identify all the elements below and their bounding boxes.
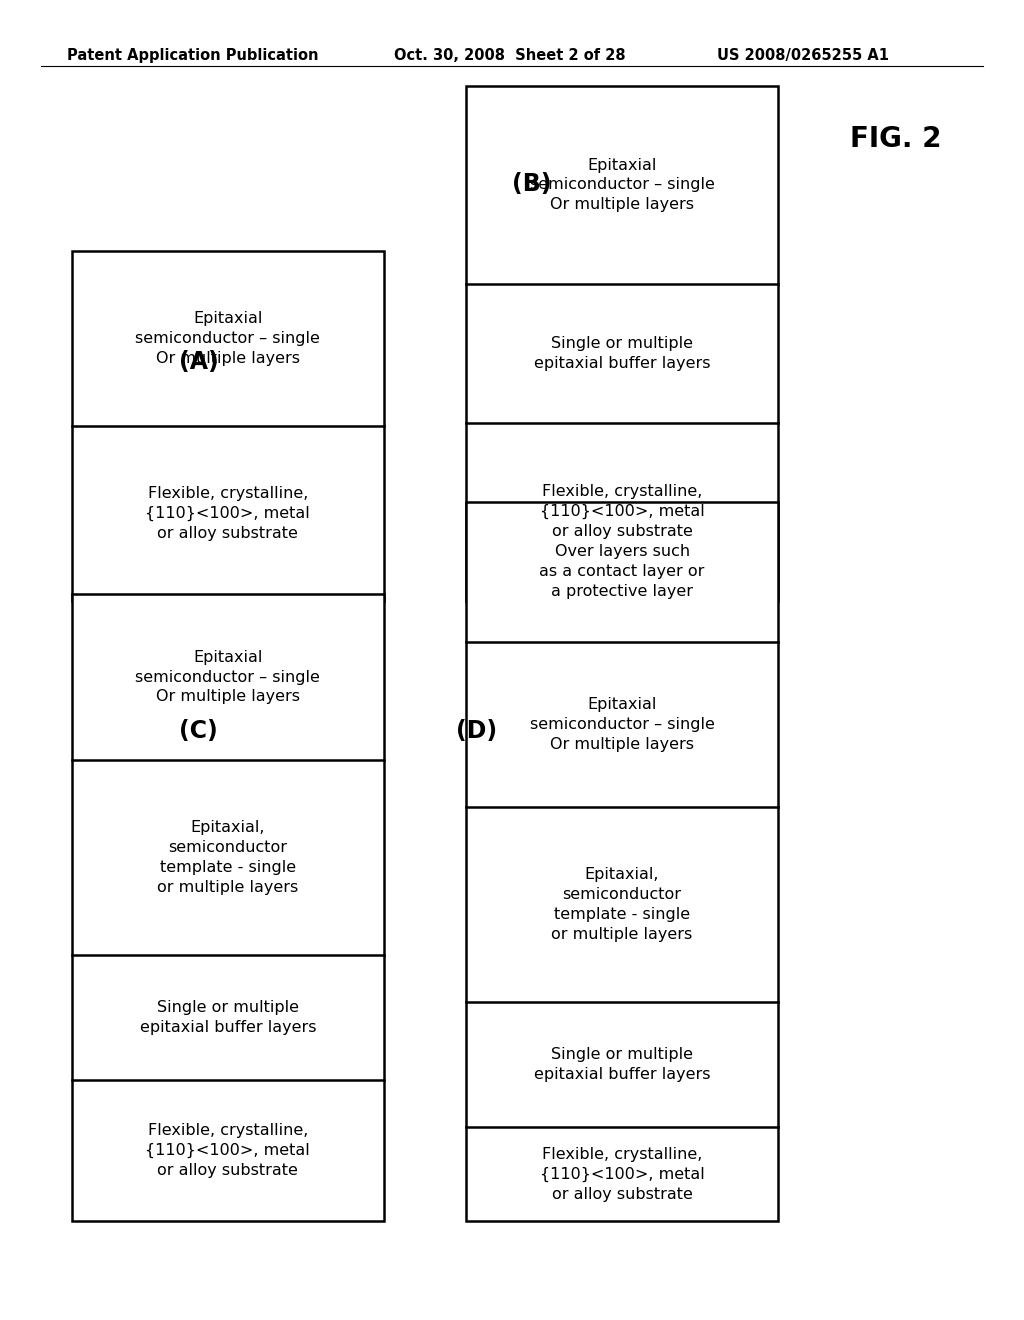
Text: Single or multiple
epitaxial buffer layers: Single or multiple epitaxial buffer laye… bbox=[139, 999, 316, 1035]
Text: Flexible, crystalline,
{110}<100>, metal
or alloy substrate: Flexible, crystalline, {110}<100>, metal… bbox=[145, 486, 310, 541]
Bar bbox=[466, 86, 778, 601]
Text: Flexible, crystalline,
{110}<100>, metal
or alloy substrate: Flexible, crystalline, {110}<100>, metal… bbox=[540, 1147, 705, 1201]
Text: Epitaxial
semiconductor – single
Or multiple layers: Epitaxial semiconductor – single Or mult… bbox=[529, 697, 715, 752]
Bar bbox=[466, 502, 778, 1221]
Text: Epitaxial
semiconductor – single
Or multiple layers: Epitaxial semiconductor – single Or mult… bbox=[529, 157, 715, 213]
Text: Epitaxial,
semiconductor
template - single
or multiple layers: Epitaxial, semiconductor template - sing… bbox=[552, 867, 692, 941]
Text: (A): (A) bbox=[179, 350, 219, 374]
Text: Oct. 30, 2008  Sheet 2 of 28: Oct. 30, 2008 Sheet 2 of 28 bbox=[394, 48, 626, 62]
Text: (D): (D) bbox=[456, 719, 497, 743]
Text: Flexible, crystalline,
{110}<100>, metal
or alloy substrate: Flexible, crystalline, {110}<100>, metal… bbox=[145, 1123, 310, 1177]
Text: Over layers such
as a contact layer or
a protective layer: Over layers such as a contact layer or a… bbox=[540, 544, 705, 599]
Text: (B): (B) bbox=[512, 172, 552, 195]
Text: Epitaxial
semiconductor – single
Or multiple layers: Epitaxial semiconductor – single Or mult… bbox=[135, 649, 321, 705]
Text: (C): (C) bbox=[179, 719, 218, 743]
Bar bbox=[72, 594, 384, 1221]
Text: Single or multiple
epitaxial buffer layers: Single or multiple epitaxial buffer laye… bbox=[534, 1047, 711, 1082]
Text: Patent Application Publication: Patent Application Publication bbox=[67, 48, 318, 62]
Text: Flexible, crystalline,
{110}<100>, metal
or alloy substrate: Flexible, crystalline, {110}<100>, metal… bbox=[540, 484, 705, 539]
Bar bbox=[72, 251, 384, 601]
Text: US 2008/0265255 A1: US 2008/0265255 A1 bbox=[717, 48, 889, 62]
Text: Single or multiple
epitaxial buffer layers: Single or multiple epitaxial buffer laye… bbox=[534, 337, 711, 371]
Text: Epitaxial
semiconductor – single
Or multiple layers: Epitaxial semiconductor – single Or mult… bbox=[135, 312, 321, 366]
Text: FIG. 2: FIG. 2 bbox=[850, 125, 942, 153]
Text: Epitaxial,
semiconductor
template - single
or multiple layers: Epitaxial, semiconductor template - sing… bbox=[158, 820, 298, 895]
